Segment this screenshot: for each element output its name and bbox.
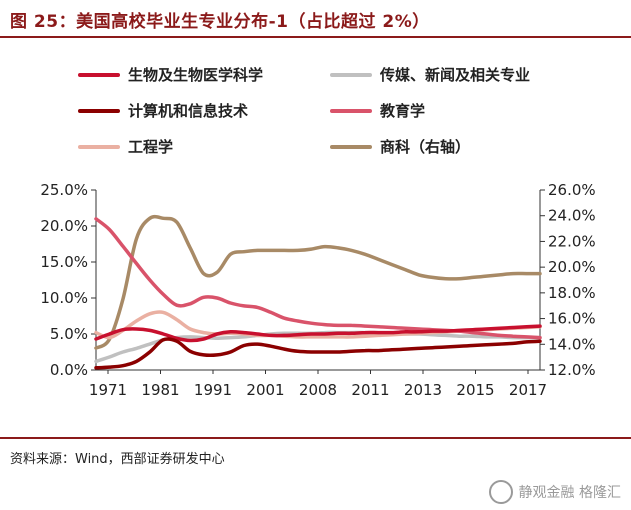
x-tick-label: 1971 [89,381,127,399]
source-note: 资料来源：Wind，西部证券研发中心 [10,452,225,467]
legend-label-media: 传媒、新闻及相关专业 [380,66,531,84]
legend-item-media: 传媒、新闻及相关专业 [330,64,530,85]
y-right-tick-label: 26.0% [548,181,596,199]
legend-label-eng: 工程学 [128,138,174,156]
legend-item-cs: 计算机和信息技术 [78,100,248,121]
watermark: 静观金融 格隆汇 [488,480,621,504]
y-left-tick-label: 25.0% [40,181,88,199]
legend-label-edu: 教育学 [380,102,426,120]
legend-swatch-eng [78,144,120,149]
x-tick-label: 2015 [456,381,494,399]
legend-swatch-media [330,72,372,77]
y-right-tick-label: 22.0% [548,232,596,250]
y-right-tick-label: 24.0% [548,207,596,225]
line-chart: 0.0% 5.0% 10.0% 15.0% 20.0% 25.0% 12.0% 14.0% 16… [40,181,596,399]
x-tick-label: 2013 [404,381,442,399]
x-tick-label: 2001 [246,381,284,399]
y-right-tick-label: 14.0% [548,335,596,353]
y-right-tick-label: 16.0% [548,310,596,328]
series-line-bio [94,324,542,343]
y-left-tick-label: 10.0% [40,289,88,307]
y-right-tick-label: 18.0% [548,284,596,302]
y-left-tick-label: 20.0% [40,217,88,235]
x-tick-label: 1981 [141,381,179,399]
y-right-tick-label: 20.0% [548,258,596,276]
series-line-edu [94,217,542,340]
legend-item-bio: 生物及生物医学科学 [78,64,263,85]
x-tick-label: 2008 [299,381,337,399]
series-line-cs [94,337,542,370]
x-tick-label: 1991 [194,381,232,399]
legend-item-biz: 商科（右轴） [330,136,470,157]
y-left-tick-label: 5.0% [50,325,88,343]
footer-divider [0,437,631,439]
x-tick-label: 2011 [351,381,389,399]
legend-label-cs: 计算机和信息技术 [128,102,249,120]
x-tick-label: 2017 [509,381,547,399]
watermark-text: 静观金融 格隆汇 [518,485,621,501]
y-left-tick-label: 0.0% [50,361,88,379]
page-title: 图 25：美国高校毕业生专业分布-1（占比超过 2%） [10,12,430,32]
series-line-biz [94,214,542,350]
title-divider [0,36,631,38]
legend-swatch-biz [330,144,372,149]
wechat-icon [488,480,513,504]
legend-label-biz: 商科（右轴） [380,138,471,156]
legend-label-bio: 生物及生物医学科学 [128,66,264,84]
y-left-tick-label: 15.0% [40,253,88,271]
legend-swatch-bio [78,72,120,77]
legend-item-eng: 工程学 [78,136,173,157]
legend-item-edu: 教育学 [330,100,425,121]
y-right-tick-label: 12.0% [548,361,596,379]
legend-swatch-edu [330,108,372,113]
legend-swatch-cs [78,108,120,113]
